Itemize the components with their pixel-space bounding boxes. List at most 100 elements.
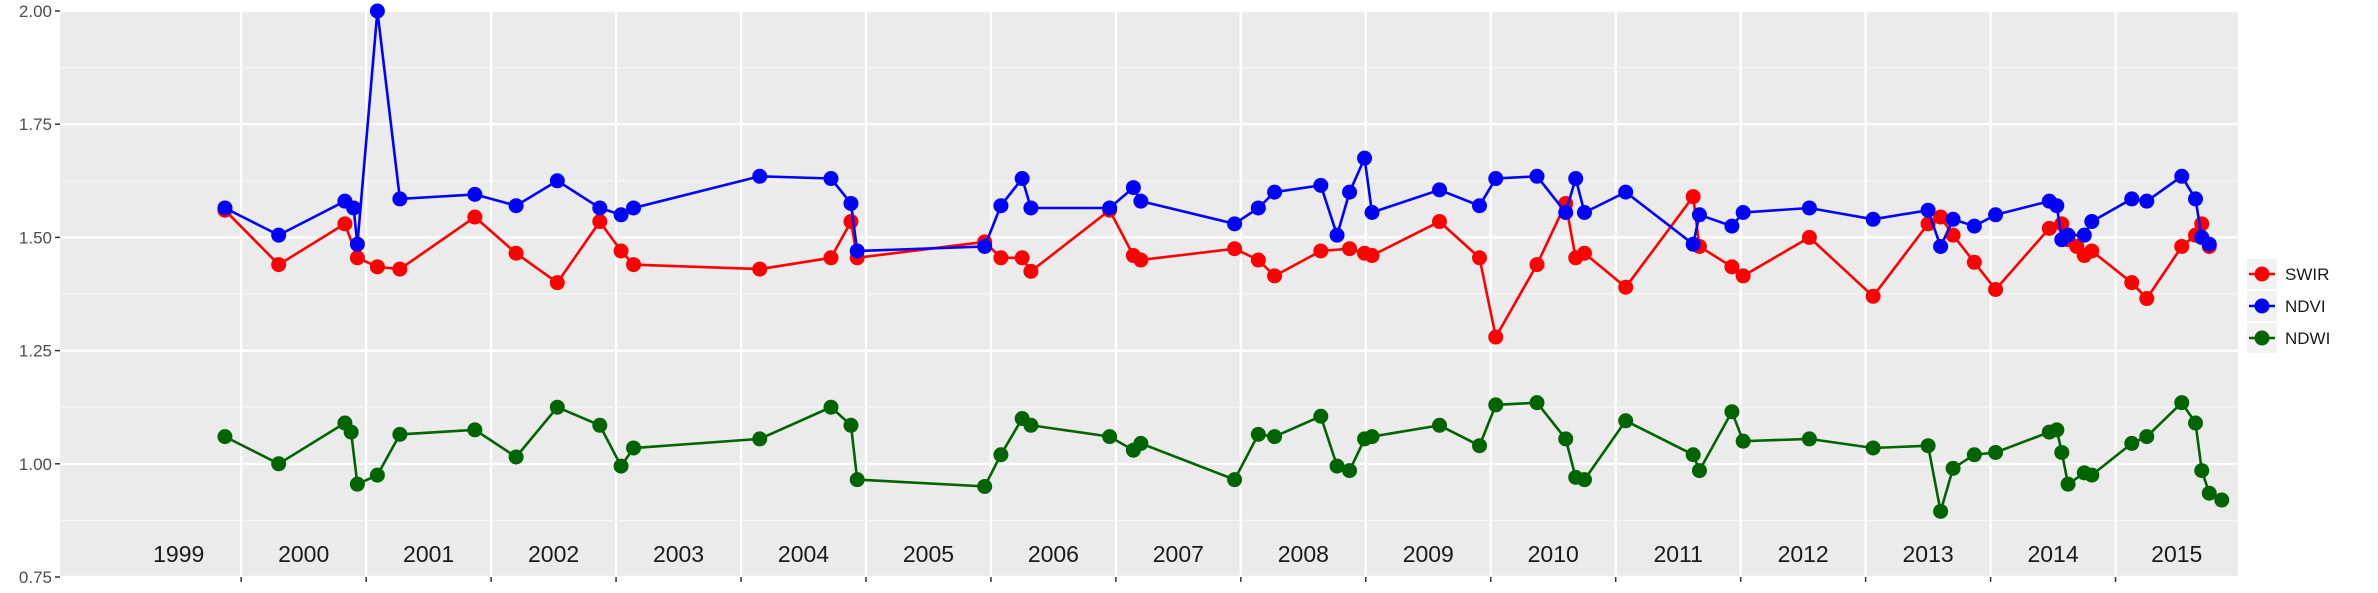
data-point	[1250, 252, 1266, 268]
year-label: 2005	[903, 541, 954, 567]
data-point	[592, 417, 608, 433]
data-point	[346, 200, 362, 216]
data-point	[1313, 408, 1329, 424]
data-point	[752, 261, 768, 277]
data-point	[1966, 254, 1982, 270]
data-point	[1102, 429, 1118, 445]
data-point	[1933, 503, 1949, 519]
data-point	[626, 440, 642, 456]
data-point	[1945, 211, 1961, 227]
data-point	[1988, 281, 2004, 297]
data-point	[2041, 220, 2057, 236]
data-point	[626, 257, 642, 273]
y-tick-label: 1.75	[19, 115, 52, 134]
data-point	[467, 209, 483, 225]
data-point	[349, 250, 365, 266]
legend-label: NDWI	[2285, 329, 2330, 348]
y-tick-label: 1.50	[19, 228, 52, 247]
data-point	[823, 399, 839, 415]
data-point	[508, 245, 524, 261]
data-point	[2124, 191, 2140, 207]
data-point	[1023, 200, 1039, 216]
data-point	[823, 171, 839, 187]
year-label: 2004	[778, 541, 829, 567]
data-point	[392, 261, 408, 277]
year-label: 2015	[2151, 541, 2202, 567]
data-point	[217, 429, 233, 445]
legend-item-swir: SWIR	[2247, 259, 2329, 289]
data-point	[1133, 193, 1149, 209]
data-point	[549, 399, 565, 415]
data-point	[613, 207, 629, 223]
legend-marker	[2254, 330, 2270, 346]
legend-marker	[2254, 266, 2270, 282]
series-ndvi	[217, 3, 2217, 259]
data-point	[1125, 180, 1141, 196]
data-point	[508, 198, 524, 214]
data-point	[508, 449, 524, 465]
data-point	[1023, 263, 1039, 279]
data-point	[271, 257, 287, 273]
data-point	[1735, 268, 1751, 284]
data-point	[1227, 472, 1243, 488]
data-point	[2049, 198, 2065, 214]
data-point	[392, 426, 408, 442]
data-point	[217, 200, 233, 216]
data-point	[1313, 177, 1329, 193]
data-point	[592, 200, 608, 216]
data-point	[1576, 472, 1592, 488]
data-point	[467, 422, 483, 438]
legend-item-ndwi: NDWI	[2247, 323, 2330, 353]
year-label: 2001	[403, 541, 454, 567]
year-label: 2011	[1653, 541, 1702, 567]
data-point	[349, 476, 365, 492]
data-point	[1558, 204, 1574, 220]
data-point	[1966, 447, 1982, 463]
x-axis: 1999 2000 2001 2002 2003 2004 2005 2006 2007 2008…	[153, 541, 2202, 582]
legend: SWIR NDVI NDWI	[2247, 259, 2330, 353]
series-layer	[217, 3, 2230, 519]
data-point	[2139, 193, 2155, 209]
data-point	[1735, 433, 1751, 449]
data-point	[369, 3, 385, 19]
data-point	[1329, 227, 1345, 243]
data-point	[1432, 214, 1448, 230]
data-point	[1988, 444, 2004, 460]
data-point	[752, 431, 768, 447]
data-point	[1488, 329, 1504, 345]
data-point	[271, 456, 287, 472]
data-point	[467, 186, 483, 202]
year-label: 2000	[278, 541, 329, 567]
data-point	[1865, 211, 1881, 227]
data-point	[1267, 429, 1283, 445]
data-point	[2124, 435, 2140, 451]
year-label: 2010	[1528, 541, 1579, 567]
series-line	[224, 400, 2223, 512]
data-point	[2054, 444, 2070, 460]
data-point	[1735, 204, 1751, 220]
data-point	[1364, 248, 1380, 264]
data-point	[1357, 150, 1373, 166]
data-point	[343, 424, 359, 440]
data-point	[1685, 447, 1701, 463]
data-point	[1267, 184, 1283, 200]
data-point	[2060, 476, 2076, 492]
data-point	[1529, 395, 1545, 411]
data-point	[1432, 417, 1448, 433]
data-point	[337, 216, 353, 232]
year-label: 2006	[1028, 541, 1079, 567]
data-point	[1691, 463, 1707, 479]
data-point	[592, 214, 608, 230]
data-point	[1685, 236, 1701, 252]
data-point	[1933, 238, 1949, 254]
data-point	[993, 198, 1009, 214]
data-point	[2139, 429, 2155, 445]
y-tick-label: 1.25	[19, 342, 52, 361]
legend-label: NDVI	[2285, 297, 2326, 316]
data-point	[1724, 218, 1740, 234]
data-point	[1014, 171, 1030, 187]
data-point	[2084, 243, 2100, 259]
data-point	[1250, 426, 1266, 442]
data-point	[2084, 467, 2100, 483]
data-point	[1945, 227, 1961, 243]
